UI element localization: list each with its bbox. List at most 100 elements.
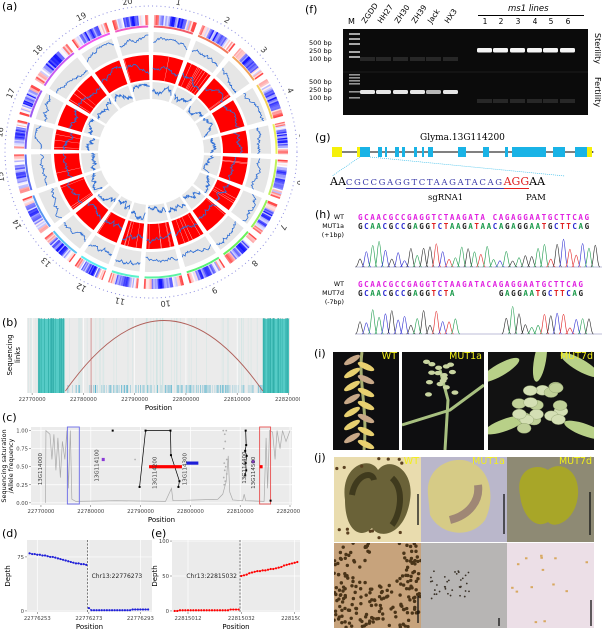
heatmap-cell	[15, 168, 26, 172]
heatmap-cell	[47, 234, 56, 243]
track-background	[195, 114, 219, 138]
link-arc	[65, 320, 264, 392]
mut7d-label: MUT7d	[322, 290, 344, 297]
signal-line	[50, 188, 63, 219]
heatmap-cell	[235, 245, 244, 255]
pcr-band-sterility	[527, 48, 542, 53]
heatmap-cell	[252, 69, 262, 77]
depth-point	[85, 563, 88, 566]
photo-plant-mut7d	[488, 352, 594, 450]
heatmap-cell	[23, 101, 34, 107]
heatmap-cell	[68, 253, 76, 263]
pollen-grain	[334, 592, 338, 597]
pollen-grain	[381, 617, 385, 621]
heatmap-cell	[126, 276, 130, 287]
band-gap-line	[54, 139, 80, 144]
heatmap-cell	[20, 108, 31, 113]
heatmap-cell	[114, 274, 119, 285]
heatmap-cell	[264, 207, 275, 214]
heatmap-cell	[163, 15, 167, 26]
idiogram-band	[43, 52, 75, 87]
plot-depth-right: 22815012 22815032 22815052 0 50 100 Position De…	[151, 539, 300, 631]
pollen-grain	[412, 607, 417, 611]
pam-label: PAM	[526, 193, 546, 203]
mut1a-label: MUT1a	[322, 223, 344, 230]
heatmap-cell	[88, 264, 94, 275]
gene-segment	[259, 465, 263, 469]
trace-peak	[367, 245, 378, 268]
depth-point	[288, 563, 291, 566]
flower-bud	[551, 414, 566, 425]
heatmap-cell	[34, 219, 45, 227]
base-letter: G	[407, 289, 414, 298]
heatmap-cell	[269, 102, 280, 108]
depth-point	[123, 609, 127, 612]
heatmap-cell	[83, 262, 90, 273]
heatmap-cell	[54, 242, 63, 251]
base-letter: C	[400, 289, 407, 298]
saturation-point	[222, 447, 225, 450]
depth-point	[92, 609, 96, 612]
chromosome-label: 4	[285, 86, 295, 94]
trace-peak	[393, 319, 403, 335]
chromosome-12: 12	[74, 196, 133, 293]
x-tick-label: 22815052	[281, 616, 300, 622]
signal-line	[101, 66, 122, 83]
heatmap-cell	[272, 187, 283, 192]
heatmap-cell	[267, 201, 278, 208]
heatmap-cell	[267, 200, 278, 206]
heatmap-cell	[132, 277, 136, 288]
depth-point	[269, 567, 272, 571]
heatmap-cell	[116, 275, 121, 286]
flower-bud	[428, 370, 436, 375]
chromosome-label: 3	[259, 45, 269, 55]
pollen-grain	[410, 611, 414, 615]
heatmap-cell	[14, 139, 25, 142]
chromosome-label: 2	[223, 15, 232, 25]
heatmap-cell	[190, 272, 196, 283]
signal-line	[243, 93, 265, 122]
heatmap-cell	[80, 261, 88, 271]
heatmap-cell	[241, 240, 250, 249]
track-background	[200, 155, 221, 176]
heatmap-cell	[194, 270, 200, 281]
allele-frequency-point	[269, 499, 272, 502]
heatmap-cell	[127, 277, 131, 288]
trace-peak	[558, 314, 569, 335]
heatmap-cell	[203, 266, 210, 277]
primer-dimer	[493, 99, 508, 103]
allele-frequency-point	[111, 429, 114, 432]
heatmap-cell	[15, 130, 26, 134]
heatmap-cell	[276, 131, 287, 135]
pollen-grain	[366, 549, 370, 553]
pod	[357, 361, 375, 372]
x-tick-label: 22790000	[121, 397, 149, 403]
heatmap-cell	[89, 28, 96, 39]
heatmap-cell	[101, 23, 108, 34]
depth-point	[221, 609, 224, 612]
saturation-point	[225, 429, 228, 432]
base-letter: G	[541, 289, 548, 298]
signal-line	[130, 210, 146, 221]
pcr-band-fertility	[393, 90, 408, 94]
pollen-grain	[341, 545, 345, 549]
lane-label-marker: M	[348, 17, 355, 26]
ladder-band	[349, 43, 360, 45]
debris	[554, 557, 557, 560]
heatmap-cell	[14, 136, 25, 139]
chromosome-label: 7	[278, 223, 288, 232]
depth-point	[103, 609, 106, 612]
track-background	[153, 32, 191, 58]
heatmap-cell	[275, 126, 286, 130]
heatmap-cell	[254, 224, 264, 232]
pollen-grain	[455, 572, 458, 575]
heatmap-cell	[271, 109, 282, 115]
flower-bud	[434, 370, 442, 376]
signal-line	[175, 223, 198, 237]
pcr-band-fertility	[360, 90, 375, 94]
pollen-grain	[363, 580, 367, 585]
signal-line	[210, 137, 217, 154]
heatmap-cell	[92, 27, 99, 38]
chromosome-label: 10	[160, 298, 171, 308]
heatmap-cell	[14, 142, 25, 145]
